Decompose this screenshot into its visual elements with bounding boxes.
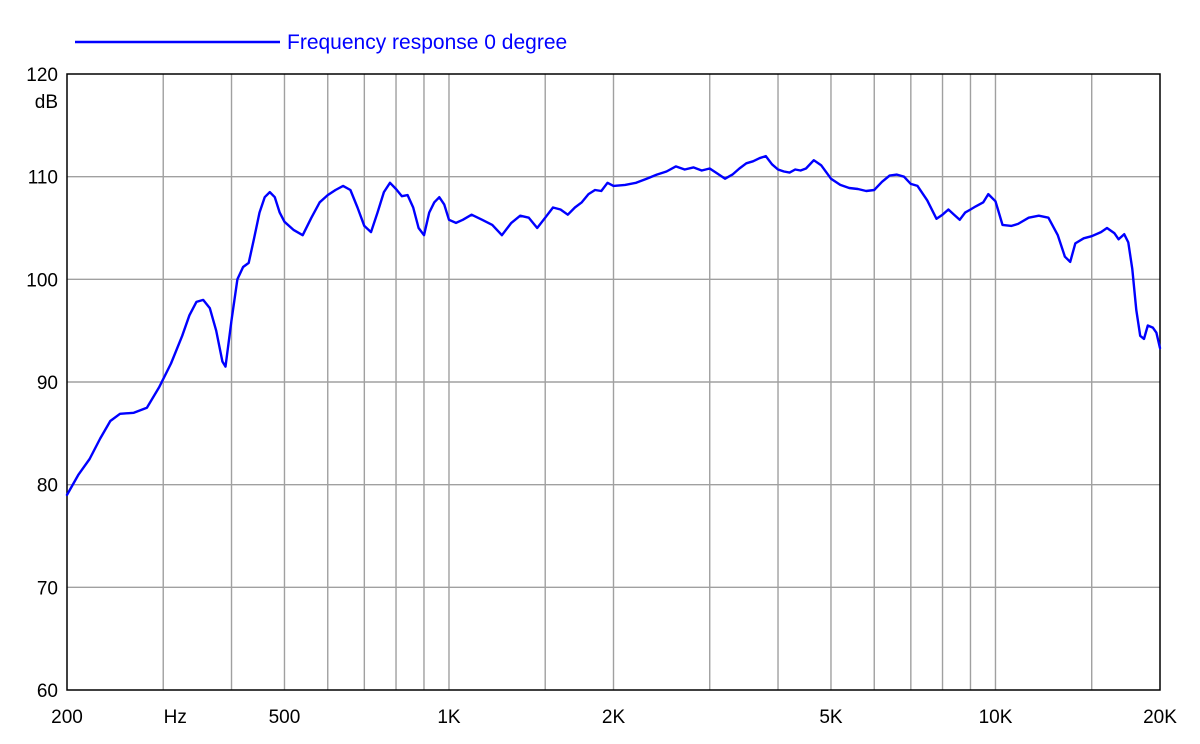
x-tick-label: 20K: [1143, 707, 1177, 728]
y-tick-label: 80: [37, 476, 58, 497]
x-axis-label: Hz: [164, 707, 187, 728]
y-axis-label: dB: [35, 92, 58, 113]
x-tick-label: 5K: [819, 707, 843, 728]
y-tick-label: 90: [37, 373, 58, 394]
y-tick-label: 100: [26, 270, 58, 291]
y-tick-label: 60: [37, 681, 58, 702]
x-tick-label: 500: [269, 707, 301, 728]
y-tick-label: 110: [28, 168, 58, 189]
x-tick-label: 200: [51, 707, 83, 728]
x-tick-label: 2K: [602, 707, 626, 728]
grid-lines: [67, 74, 1160, 690]
x-tick-label: 1K: [437, 707, 461, 728]
series-layer: [65, 154, 1162, 497]
y-tick-label: 70: [37, 578, 58, 599]
legend: Frequency response 0 degree: [75, 31, 567, 54]
legend-entry: Frequency response 0 degree: [287, 31, 567, 54]
tick-labels: 60 70 80 90 100 110 120 200 500 1K 2K 5K 10K 20K: [26, 65, 1177, 728]
x-tick-label: 10K: [979, 707, 1013, 728]
y-tick-label: 120: [26, 65, 58, 86]
series-line: [65, 154, 1162, 497]
plot-frame: [66, 73, 1161, 691]
